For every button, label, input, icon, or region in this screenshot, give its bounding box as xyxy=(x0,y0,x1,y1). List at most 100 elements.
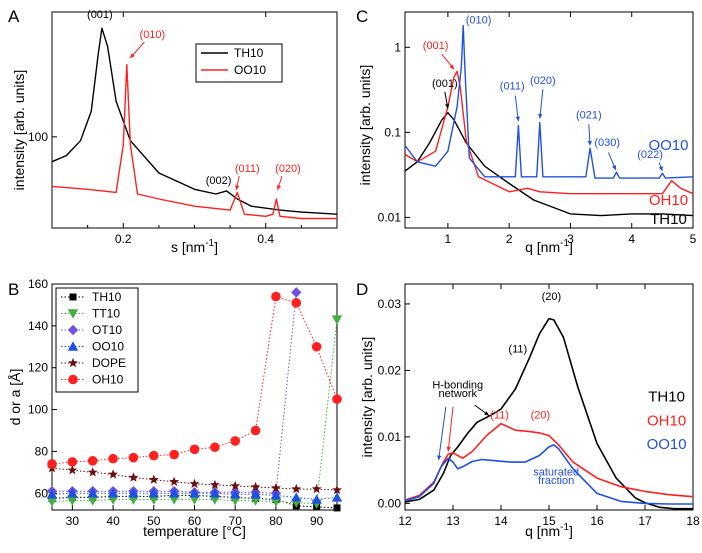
panel-b-point-DOPE xyxy=(128,472,139,482)
panel-d-legend-OH10: OH10 xyxy=(647,413,686,430)
panel-c-xtick-label: 2 xyxy=(506,232,513,246)
panel-b-point-OH10 xyxy=(67,457,78,467)
panel-b-point-OO10 xyxy=(250,489,261,499)
panel-a-ann: (020) xyxy=(275,163,301,175)
panel-b-legend-label: OT10 xyxy=(92,323,122,337)
panel-b-point-DOPE xyxy=(332,484,342,495)
panel-d-ann: (11) xyxy=(508,343,527,355)
panel-c-arrow-head xyxy=(658,166,663,172)
panel-b-point-OO10 xyxy=(67,488,78,498)
panel-d-ann: network xyxy=(439,388,478,400)
panel-c-ytick-label: 0.01 xyxy=(378,210,402,224)
panel-b-point-OO10 xyxy=(230,489,241,499)
panel-d-arrow xyxy=(438,406,447,461)
panel-b-point-DOPE xyxy=(311,483,322,494)
panel-b-point-OO10 xyxy=(148,488,159,498)
panel-d-ann: fraction xyxy=(538,475,574,487)
panel-b-point-DOPE xyxy=(250,481,261,492)
panel-b-xtick-label: 70 xyxy=(229,514,243,528)
panel-d-arrow-head xyxy=(484,411,489,416)
panel-c-legend-OH10: OH10 xyxy=(649,192,688,209)
panel-c-ann: (030) xyxy=(594,137,620,149)
panel-b-point-OH10 xyxy=(271,291,281,302)
panel-b-point-OT10 xyxy=(291,287,302,298)
panel-d-arrow-head xyxy=(437,455,442,461)
panel-b-point-OH10 xyxy=(189,444,200,455)
panel-b-legend-marker xyxy=(67,341,79,351)
panel-b-point-OO10 xyxy=(270,490,282,500)
panel-b-xtick-label: 90 xyxy=(310,514,324,528)
panel-a-line-TH10 xyxy=(51,27,338,215)
panel-b-point-OO10 xyxy=(331,492,343,502)
panel-c-arrow-head xyxy=(515,116,520,122)
panel-b-xtick-label: 30 xyxy=(66,514,80,528)
panel-c-arrow-head xyxy=(444,103,450,109)
panel-b-point-OH10 xyxy=(250,425,261,436)
panel-b-point-TT10 xyxy=(87,496,98,506)
panel-b-point-TT10 xyxy=(270,497,282,507)
panel-b-point-OH10 xyxy=(148,450,159,461)
panel-b-ytick-label: 80 xyxy=(35,444,49,458)
panel-b-point-DOPE xyxy=(230,480,241,491)
panel-d-xtick-label: 12 xyxy=(398,514,412,528)
panel-b-ytick-label: 100 xyxy=(28,403,48,417)
panel-c-ylabel: intensity [arb. units] xyxy=(357,65,373,186)
panel-a-xlabel: s [nm-1] xyxy=(171,238,218,255)
panel-b-point-TT10 xyxy=(250,496,261,506)
panel-a-legend-box xyxy=(195,43,283,83)
panel-d-xtick-label: 17 xyxy=(638,514,652,528)
panel-b-point-DOPE xyxy=(291,483,302,494)
panel-b-point-TT10 xyxy=(128,495,139,505)
panel-d-ann: H-bonding xyxy=(432,379,483,391)
panel-c-xtick-label: 1 xyxy=(445,232,452,246)
panel-b-line-DOPE xyxy=(51,467,338,491)
panel-b-legend-label: DOPE xyxy=(92,356,126,370)
panel-d-line-OO10 xyxy=(404,444,693,505)
panel-a-xtick-label: 0.4 xyxy=(257,232,274,246)
panel-a-arrow-head xyxy=(276,185,282,190)
panel-b-point-OH10 xyxy=(210,442,220,453)
panel-b-legend-label: TT10 xyxy=(92,307,120,321)
panel-a-legend-label: TH10 xyxy=(234,46,264,60)
panel-b-ytick-label: 60 xyxy=(35,486,49,500)
panel-c-ann: (001) xyxy=(432,78,458,90)
panel-a-ytick-label: 100 xyxy=(28,130,48,144)
panel-d-arrow xyxy=(447,406,454,452)
panel-a-legend-label: OO10 xyxy=(234,63,266,77)
panel-a-ann: (001) xyxy=(87,9,113,21)
panel-b-point-TT10 xyxy=(46,497,58,507)
panel-b-point-DOPE xyxy=(108,469,118,479)
panel-a-ylabel: intensity [arb. units] xyxy=(11,70,27,191)
panel-b-legend-box xyxy=(55,287,139,393)
panel-b-point-OO10 xyxy=(291,492,302,502)
panel-b-ytick-label: 120 xyxy=(28,361,48,375)
panel-b-point-DOPE xyxy=(67,465,78,475)
panel-b-legend-label: OH10 xyxy=(92,373,124,387)
panel-a-ann: (011) xyxy=(235,163,260,175)
panel-b-point-TH10 xyxy=(333,504,341,512)
panel-a-arrow-head xyxy=(235,185,240,190)
panel-c-ann: (011) xyxy=(500,80,525,92)
panel-b-point-TT10 xyxy=(230,496,241,506)
panel-c-xtick-label: 4 xyxy=(628,232,635,246)
panel-b-point-OH10 xyxy=(332,394,342,404)
panel-b-point-OO10 xyxy=(209,488,221,498)
panel-c-frame xyxy=(404,11,694,229)
panel-c-legend-OO10: OO10 xyxy=(648,137,688,154)
panel-b-point-OH10 xyxy=(230,436,241,446)
panel-b-legend-marker xyxy=(68,374,78,385)
panel-a-arrow-head xyxy=(130,53,135,58)
panel-b-xtick-label: 60 xyxy=(188,514,202,528)
panel-d-legend-TH10: TH10 xyxy=(648,389,685,406)
panel-b-point-TT10 xyxy=(148,495,159,505)
panel-b-line-TH10 xyxy=(51,494,338,509)
panel-c-arrow-head xyxy=(587,140,592,146)
panel-b-point-TT10 xyxy=(168,495,180,505)
panel-c-legend-TH10: TH10 xyxy=(650,211,687,228)
panel-b-point-OH10 xyxy=(291,298,302,308)
panel-a-line-OO10 xyxy=(51,63,337,220)
panel-d-ylabel: intensity [arb. units] xyxy=(359,337,375,458)
panel-c-line-OH10 xyxy=(404,70,694,195)
panel-b-ytick-label: 160 xyxy=(28,277,48,291)
